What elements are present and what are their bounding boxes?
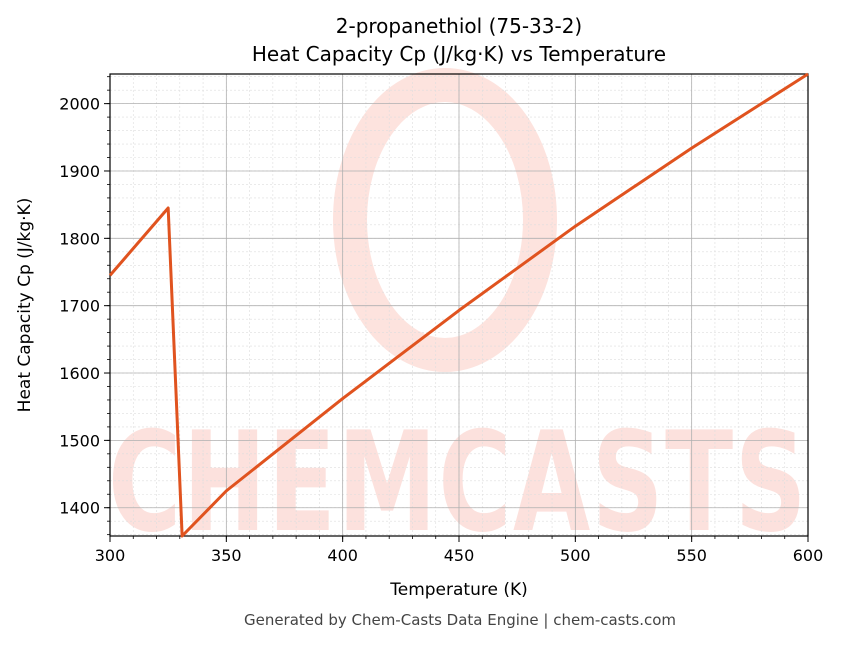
svg-text:CHEMCASTS: CHEMCASTS: [108, 402, 808, 563]
x-tick-label: 450: [444, 546, 475, 565]
y-axis-label: Heat Capacity Cp (J/kg·K): [15, 198, 35, 413]
chart-subtitle: Heat Capacity Cp (J/kg·K) vs Temperature: [252, 42, 666, 66]
x-axis-label: Temperature (K): [389, 580, 528, 600]
grid: [109, 74, 809, 536]
y-tick-label: 1500: [59, 431, 100, 450]
x-tick-label: 400: [327, 546, 358, 565]
x-tick-label: 350: [211, 546, 242, 565]
x-tick-label: 500: [560, 546, 591, 565]
chart-title: 2-propanethiol (75-33-2): [336, 14, 582, 38]
x-tick-label: 300: [95, 546, 126, 565]
watermark-logo: CHEMCASTS: [108, 68, 808, 563]
x-tick-label: 550: [676, 546, 707, 565]
footer-text: Generated by Chem-Casts Data Engine | ch…: [244, 611, 676, 629]
axis-ticks: 300 350 400 450 500 550 600 1400 1500 1600 1700 180…: [59, 76, 824, 565]
series-layer: [108, 72, 809, 538]
y-tick-label: 1900: [59, 162, 100, 181]
x-tick-label: 600: [793, 546, 824, 565]
y-tick-label: 1800: [59, 229, 100, 248]
y-tick-label: 1700: [59, 297, 100, 316]
cp-series-line: [108, 72, 809, 538]
y-tick-label: 1400: [59, 499, 100, 518]
y-tick-label: 1600: [59, 364, 100, 383]
plot-frame: [109, 73, 809, 537]
y-tick-label: 2000: [59, 95, 100, 114]
